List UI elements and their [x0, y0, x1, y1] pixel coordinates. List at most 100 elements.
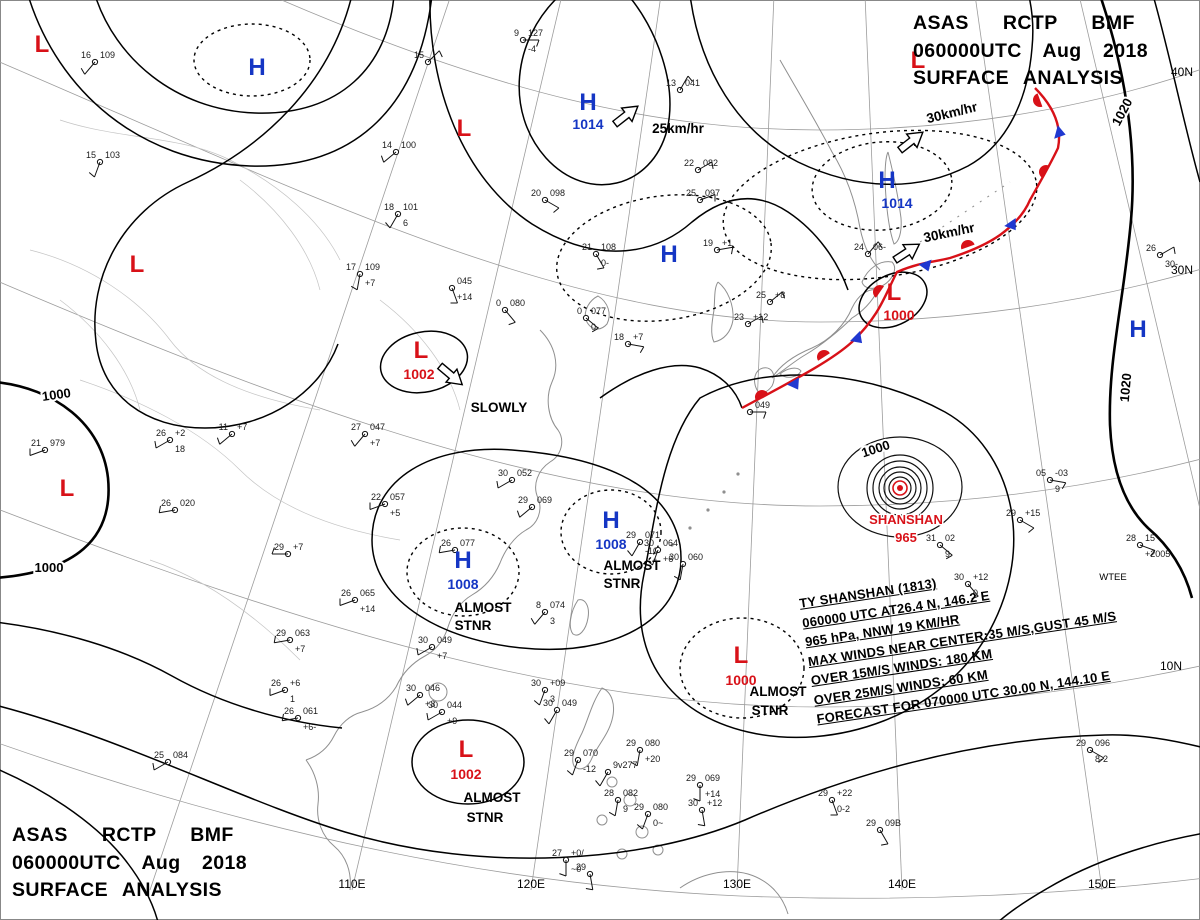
svg-text:28: 28 [1126, 533, 1136, 543]
cold-front-symbol [918, 259, 932, 272]
ty-name-label: SHANSHAN [869, 512, 943, 527]
svg-text:3: 3 [550, 694, 555, 704]
chart-datetime: 060000UTC Aug 2018 [12, 851, 247, 874]
svg-text:+14: +14 [360, 604, 375, 614]
coastline-island [623, 793, 637, 807]
svg-text:080: 080 [645, 738, 660, 748]
iso-1000-b: 1000 [35, 560, 64, 575]
typhoon-symbol [837, 436, 963, 538]
lat-30n: 30N [1171, 263, 1193, 277]
river-line [29, 249, 321, 411]
svg-text:049: 049 [562, 698, 577, 708]
station-plot: 26 +2 18 [154, 428, 185, 454]
svg-text:18: 18 [384, 202, 394, 212]
station-plot: 19 +1 [703, 238, 734, 255]
svg-text:+12: +12 [707, 798, 722, 808]
station-plot: 26 30- [1146, 243, 1178, 269]
svg-text:15: 15 [1145, 533, 1155, 543]
station-plot: 28 082 9 [604, 788, 638, 817]
svg-text:0-2: 0-2 [837, 804, 850, 814]
low-1000-stnr: L [734, 642, 749, 669]
svg-text:-4: -4 [528, 44, 536, 54]
station-plot: 26 077 [438, 538, 475, 554]
svg-text:30: 30 [531, 678, 541, 688]
station-plot: 30 +12 0 [954, 572, 988, 600]
warm-front-symbol [755, 390, 769, 401]
station-plot: 0 080 [496, 298, 525, 326]
meridian-line [864, 0, 903, 891]
station-plot: 30 044 +9 [426, 700, 462, 726]
isobar-low-1002-s [411, 719, 525, 805]
high-east: H [1129, 316, 1146, 343]
isobar-low-1000-japan [858, 271, 928, 329]
high-1014-e-val: 1014 [881, 195, 912, 211]
coastline-island [616, 848, 628, 860]
isobar-1000 [0, 381, 110, 579]
svg-text:979: 979 [50, 438, 65, 448]
cold-front-symbol [786, 377, 800, 390]
svg-text:044: 044 [447, 700, 462, 710]
svg-text:9: 9 [623, 804, 628, 814]
station-plot: 18 +7 [614, 332, 645, 354]
svg-text:17: 17 [346, 262, 356, 272]
low-nw: L [35, 31, 50, 58]
high-nw: H [248, 54, 265, 81]
svg-text:26: 26 [161, 498, 171, 508]
svg-text:30: 30 [669, 552, 679, 562]
svg-text:14: 14 [382, 140, 392, 150]
station-plot: 21 979 [29, 438, 65, 456]
svg-text:0-: 0- [601, 258, 609, 268]
typhoon-outer-isobar [837, 436, 963, 538]
stationary-front [741, 87, 1066, 410]
svg-text:8-2: 8-2 [1095, 754, 1108, 764]
svg-text:+3: +3 [425, 699, 435, 709]
svg-text:+09: +09 [550, 678, 565, 688]
meridian-line [351, 0, 562, 891]
station-plot: 30 064 +6 [644, 538, 678, 566]
svg-text:23: 23 [734, 312, 744, 322]
ann-25kmhr: 25km/hr [652, 121, 705, 136]
isobar [28, 0, 433, 167]
svg-text:29: 29 [274, 542, 284, 552]
ann-almost-1: ALMOST [604, 558, 662, 573]
station-plot: 29 070 -12 [564, 748, 598, 776]
svg-text:049: 049 [437, 635, 452, 645]
station-plot: 26 061 +6- [281, 706, 318, 732]
svg-text:11: 11 [219, 422, 228, 432]
svg-text:020: 020 [180, 498, 195, 508]
svg-text:30-: 30- [1165, 259, 1178, 269]
river-line [59, 299, 141, 411]
svg-text:1: 1 [290, 694, 295, 704]
svg-text:27: 27 [552, 848, 562, 858]
station-plot: 15 103 [86, 150, 120, 178]
station-plot: 9 127 -4 [514, 28, 543, 54]
svg-text:+7: +7 [437, 651, 447, 661]
svg-text:103: 103 [105, 150, 120, 160]
svg-text:30: 30 [406, 683, 416, 693]
high-1008-w: H [454, 547, 471, 574]
station-plot: 0 077 0- [577, 306, 606, 333]
isobar [429, 0, 849, 291]
svg-text:-03: -03 [1055, 468, 1068, 478]
svg-text:080: 080 [510, 298, 525, 308]
svg-text:-12: -12 [583, 764, 596, 774]
station-plot: 27 +0/ ~0 [552, 848, 584, 877]
svg-text:16: 16 [81, 50, 91, 60]
svg-text:13: 13 [666, 78, 676, 88]
svg-text:+5: +5 [390, 508, 400, 518]
svg-text:21: 21 [582, 242, 592, 252]
svg-text:29: 29 [626, 530, 636, 540]
svg-text:097: 097 [705, 188, 720, 198]
station-plot: 26 020 [158, 498, 195, 514]
chart-header: ASAS RCTP BMF 060000UTC Aug 2018 SURFACE… [913, 10, 1148, 93]
svg-text:052: 052 [517, 468, 532, 478]
station-plot: 15 [414, 50, 443, 66]
svg-text:+20: +20 [645, 754, 660, 764]
station-plot: 30 046 +3 [404, 683, 440, 709]
station-plot: 29 080 +20 [626, 738, 660, 767]
svg-text:+8: +8 [775, 290, 785, 300]
svg-text:+6: +6 [290, 678, 300, 688]
coastline-island [652, 844, 664, 856]
svg-text:061: 061 [303, 706, 318, 716]
